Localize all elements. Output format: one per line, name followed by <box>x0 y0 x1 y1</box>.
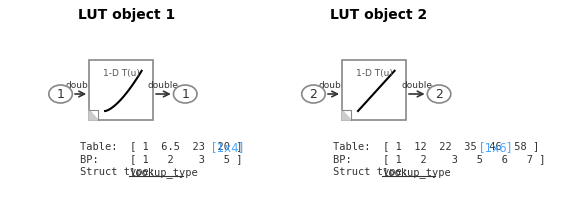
Text: lookup_type: lookup_type <box>129 166 198 177</box>
Ellipse shape <box>49 86 72 103</box>
Text: Struct type:: Struct type: <box>333 166 414 176</box>
Text: [1x6]: [1x6] <box>480 140 511 153</box>
FancyBboxPatch shape <box>342 61 406 120</box>
Text: BP:     [ 1   2    3   5   6   7 ]: BP: [ 1 2 3 5 6 7 ] <box>333 153 546 163</box>
Ellipse shape <box>427 86 451 103</box>
Text: 2: 2 <box>310 88 318 101</box>
Text: Struct type:: Struct type: <box>80 166 161 176</box>
Text: 1: 1 <box>57 88 65 101</box>
Polygon shape <box>342 110 351 120</box>
Text: BP:     [ 1   2    3   5 ]: BP: [ 1 2 3 5 ] <box>80 153 243 163</box>
Text: double: double <box>318 81 349 89</box>
Text: double: double <box>148 81 179 89</box>
Ellipse shape <box>302 86 325 103</box>
Text: LUT object 1: LUT object 1 <box>78 8 175 22</box>
Text: 1-D T(u): 1-D T(u) <box>103 69 140 78</box>
Polygon shape <box>89 110 98 120</box>
Text: double: double <box>65 81 96 89</box>
Text: 2: 2 <box>435 88 443 101</box>
Text: [1x4]: [1x4] <box>212 140 243 153</box>
Text: Table:  [ 1  6.5  23  20 ]: Table: [ 1 6.5 23 20 ] <box>80 140 243 150</box>
Ellipse shape <box>173 86 197 103</box>
Text: Table:  [ 1  12  22  35  46  58 ]: Table: [ 1 12 22 35 46 58 ] <box>333 140 540 150</box>
Text: 1-D T(u): 1-D T(u) <box>356 69 392 78</box>
Text: lookup_type: lookup_type <box>382 166 451 177</box>
FancyBboxPatch shape <box>89 61 153 120</box>
Text: double: double <box>401 81 432 89</box>
Text: LUT object 2: LUT object 2 <box>330 8 427 22</box>
Text: 1: 1 <box>181 88 189 101</box>
